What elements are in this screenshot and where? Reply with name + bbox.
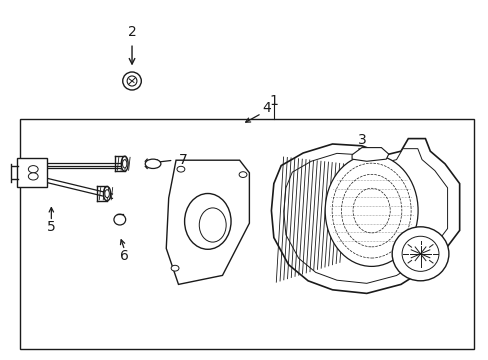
Ellipse shape (127, 76, 137, 86)
Ellipse shape (122, 72, 141, 90)
Bar (20, 119, 473, 349)
Ellipse shape (114, 214, 125, 225)
Ellipse shape (103, 186, 110, 201)
Circle shape (28, 166, 38, 173)
FancyBboxPatch shape (17, 158, 47, 187)
Text: 2: 2 (127, 26, 136, 39)
Ellipse shape (391, 227, 448, 281)
Ellipse shape (145, 159, 161, 168)
Text: 6: 6 (120, 249, 129, 262)
Circle shape (177, 166, 184, 172)
Text: 4: 4 (262, 101, 270, 115)
Text: 5: 5 (47, 220, 56, 234)
Circle shape (171, 265, 179, 271)
Ellipse shape (325, 155, 417, 266)
Ellipse shape (184, 194, 230, 249)
Text: 1: 1 (269, 94, 278, 108)
Polygon shape (166, 160, 249, 284)
Ellipse shape (122, 159, 126, 168)
Text: 7: 7 (179, 153, 187, 167)
Circle shape (239, 172, 246, 177)
Circle shape (28, 173, 38, 180)
Ellipse shape (121, 156, 128, 171)
Ellipse shape (199, 208, 225, 242)
Polygon shape (271, 139, 459, 293)
Polygon shape (283, 149, 447, 283)
Ellipse shape (401, 236, 438, 271)
Text: 3: 3 (357, 134, 366, 147)
Polygon shape (351, 148, 388, 161)
Ellipse shape (104, 190, 109, 198)
